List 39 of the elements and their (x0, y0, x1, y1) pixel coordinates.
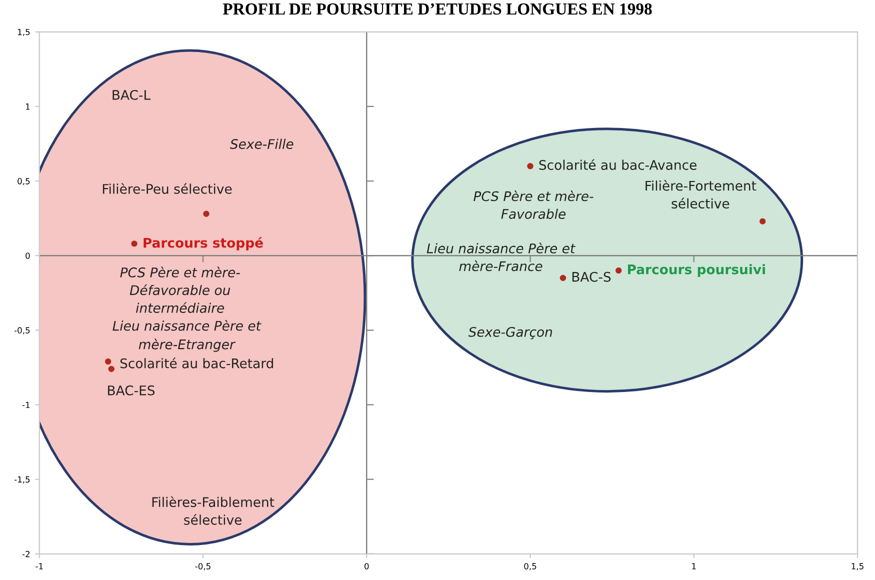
annotation: Sexe-Garçon (468, 326, 552, 340)
annotation: PCS Père et mère- Favorable (474, 190, 594, 219)
x-tick-label: 1 (692, 563, 696, 570)
y-tick-label: 0,5 (18, 178, 30, 186)
annotation: Filière-Fortement sélective (646, 180, 756, 209)
annotation: BAC-S (572, 272, 611, 282)
x-tick-label: -0,5 (195, 563, 210, 570)
point (616, 267, 622, 274)
y-tick-label: -1 (22, 402, 30, 408)
y-tick-label: 0 (26, 252, 30, 259)
point (560, 274, 566, 282)
annotation: Scolarité au bac-Retard (120, 358, 274, 368)
y-tick-label: -2 (22, 550, 30, 558)
annotation: Filière-Peu sélective (102, 183, 232, 194)
annotation: Lieu naissance Père et mère-France (426, 242, 576, 272)
point (203, 210, 210, 217)
y-tick-label: 1,5 (18, 28, 30, 36)
point (108, 366, 114, 372)
y-tick-label: 1 (26, 104, 30, 110)
y-tick-label: -1,5 (14, 476, 30, 484)
point (104, 358, 112, 365)
chart-title: PROFIL DE POURSUITE D’ETUDES LONGUES EN 1998 (222, 3, 652, 15)
annotation: Scolarité au bac-Avance (539, 159, 696, 170)
y-tick-label: -0,5 (14, 327, 30, 334)
annotation: Sexe-Fille (230, 138, 294, 149)
x-tick-label: 0,5 (524, 563, 536, 570)
point (527, 163, 534, 170)
x-tick-label: -1 (36, 563, 43, 570)
x-tick-label: 0 (364, 563, 369, 570)
point (131, 240, 138, 247)
annotation: Parcours stoppé (144, 237, 263, 250)
annotation: Filières-Faiblement sélective (152, 496, 274, 525)
annotation: BAC-L (112, 90, 151, 100)
x-tick-label: 1,5 (852, 563, 864, 570)
annotation: Lieu naissance Père et mère-Etranger (112, 320, 262, 352)
point (759, 218, 766, 224)
annotation: BAC-ES (108, 385, 155, 396)
annotation: PCS Père et mère- Défavorable ou intermédiaire (120, 266, 240, 313)
annotation: Parcours poursuivi (628, 264, 765, 277)
